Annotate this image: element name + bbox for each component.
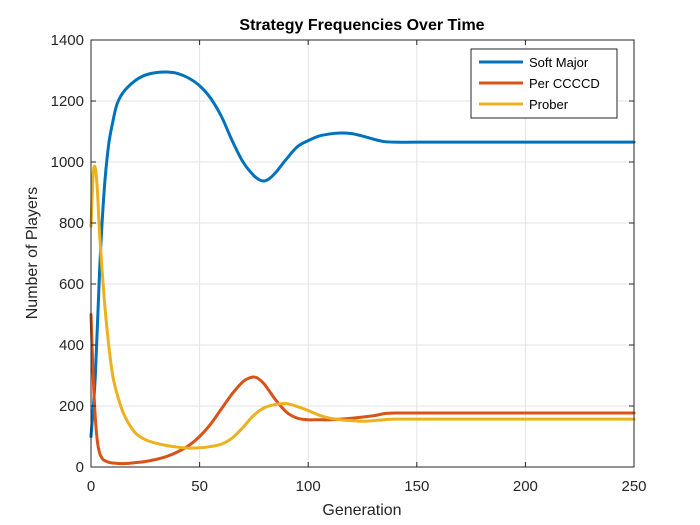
series-line-prober	[89, 164, 636, 450]
legend-label-soft-major: Soft Major	[529, 55, 589, 70]
y-tick-label: 0	[76, 459, 84, 476]
legend: Soft Major Per CCCCD Prober	[470, 48, 618, 119]
chart-title: Strategy Frequencies Over Time	[239, 17, 484, 34]
y-tick-label: 800	[59, 215, 84, 232]
y-tick-label: 1200	[51, 93, 84, 110]
x-tick-label: 150	[404, 478, 429, 495]
y-tick-label: 1000	[51, 154, 84, 171]
y-tick-label: 1400	[51, 32, 84, 49]
x-tick-label: 50	[191, 478, 208, 495]
series-lines	[89, 70, 636, 466]
series-line-per-ccccd	[89, 313, 636, 466]
ticks: 0 50 100 150 200 250 0 200 400 600 800 1000 1200 1400	[51, 32, 647, 495]
x-tick-label: 200	[513, 478, 538, 495]
legend-label-per-ccccd: Per CCCCD	[529, 76, 600, 91]
x-axis-label: Generation	[322, 502, 401, 519]
y-tick-label: 400	[59, 337, 84, 354]
legend-label-prober: Prober	[529, 97, 569, 112]
x-tick-label: 0	[87, 478, 95, 495]
x-tick-label: 100	[296, 478, 321, 495]
series-line-soft-major	[89, 70, 636, 438]
y-tick-label: 200	[59, 398, 84, 415]
y-axis-label: Number of Players	[24, 187, 41, 320]
plot-area-border	[90, 39, 635, 468]
y-tick-label: 600	[59, 276, 84, 293]
x-tick-label: 250	[621, 478, 646, 495]
